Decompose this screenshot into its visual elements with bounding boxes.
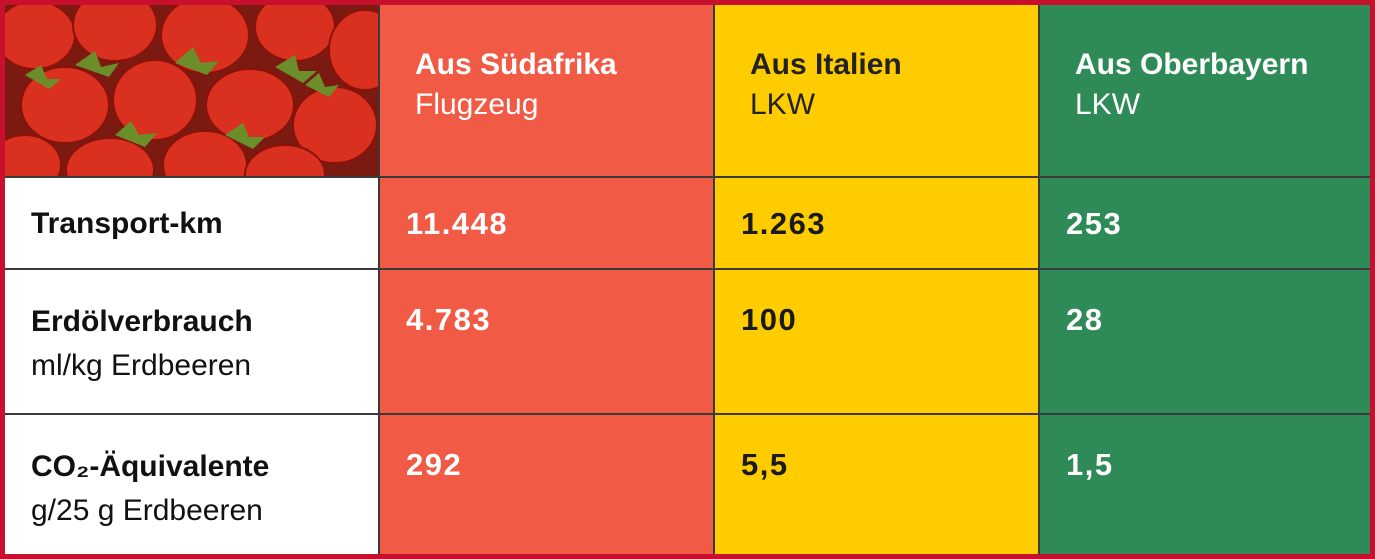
header-cell: Aus Italien LKW: [715, 5, 1038, 176]
strawberry-image: [5, 5, 378, 176]
value-cell: 100: [715, 270, 1038, 413]
row-unit: ml/kg Erdbeeren: [31, 344, 378, 388]
image: [5, 5, 378, 176]
value-cell: 5,5: [715, 415, 1038, 554]
row-label: CO₂-Äquivalente: [31, 445, 378, 489]
value-cell: 292: [380, 415, 713, 554]
value-cell: 28: [1040, 270, 1370, 413]
value-cell: 4.783: [380, 270, 713, 413]
row-unit: g/25 g Erdbeeren: [31, 489, 378, 533]
row-label: Erdölverbrauch: [31, 300, 378, 344]
value-cell: 1,5: [1040, 415, 1370, 554]
row-label-cell: Erdölverbrauch ml/kg Erdbeeren: [5, 270, 378, 413]
value-cell: 1.263: [715, 178, 1038, 268]
value-cell: 253: [1040, 178, 1370, 268]
header-cell: Aus Südafrika Flugzeug: [380, 5, 713, 176]
row-label: Transport-km: [31, 202, 378, 246]
header-cell: Aus Oberbayern LKW: [1040, 5, 1370, 176]
header-subtitle: LKW: [750, 85, 1038, 125]
value-cell: 11.448: [380, 178, 713, 268]
page: Aus Südafrika Flugzeug Aus Italien LKW A…: [0, 0, 1375, 559]
header-title: Aus Italien: [750, 45, 1038, 85]
header-title: Aus Oberbayern: [1075, 45, 1370, 85]
header-subtitle: Flugzeug: [415, 85, 713, 125]
header-subtitle: LKW: [1075, 85, 1370, 125]
row-label-cell: CO₂-Äquivalente g/25 g Erdbeeren: [5, 415, 378, 554]
row-label-cell: Transport-km: [5, 178, 378, 268]
header-title: Aus Südafrika: [415, 45, 713, 85]
